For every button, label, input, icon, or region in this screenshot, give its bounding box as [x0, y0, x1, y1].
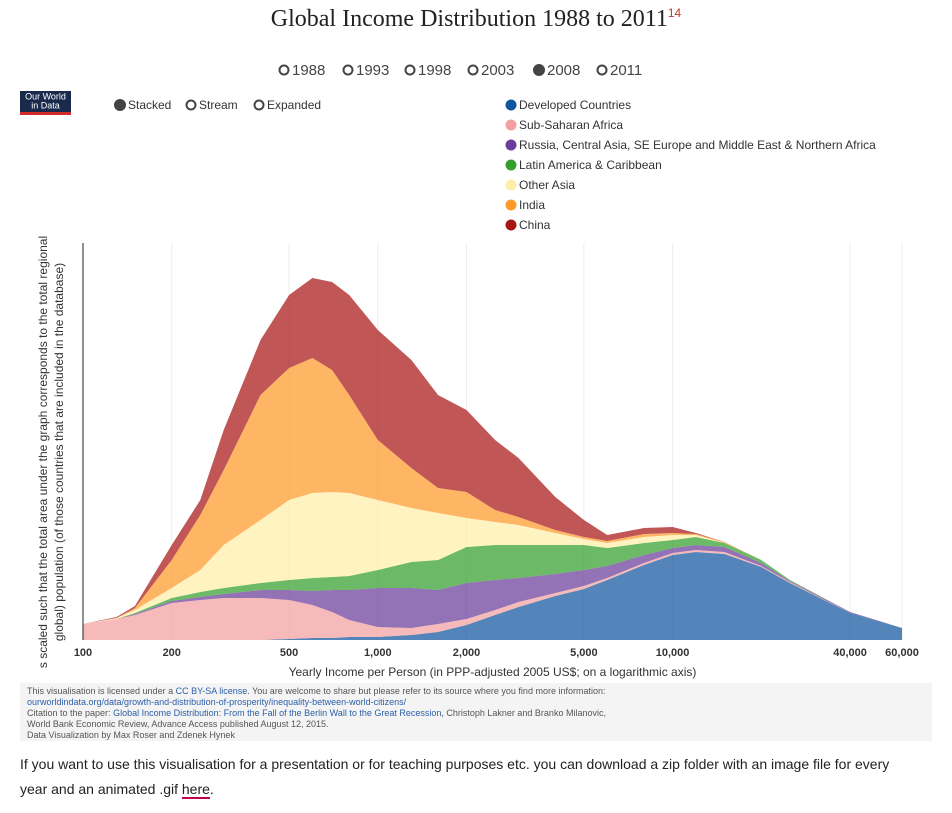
year-option[interactable]: 2011 — [596, 62, 643, 79]
logo-box — [20, 91, 71, 112]
area — [83, 492, 902, 628]
legend-label: India — [519, 198, 545, 212]
footer-text: , Christoph Lakner and Branko Milanovic,… — [27, 708, 606, 729]
legend-item[interactable]: China — [505, 218, 551, 232]
footnote-ref[interactable]: 14 — [667, 6, 682, 20]
area — [83, 358, 902, 628]
legend-item[interactable]: Russia, Central Asia, SE Europe and Midd… — [505, 138, 877, 152]
legend-swatch — [505, 219, 517, 231]
logo[interactable]: Our World in Data — [20, 91, 71, 115]
legend-label: Developed Countries — [519, 98, 631, 112]
x-tick-label: 5,000 — [570, 647, 598, 659]
year-label: 2011 — [610, 62, 642, 79]
area — [83, 537, 902, 628]
legend-label: Russia, Central Asia, SE Europe and Midd… — [519, 138, 876, 152]
mode-option[interactable]: Stream — [185, 98, 238, 112]
radio — [342, 64, 354, 76]
area — [83, 552, 902, 640]
mode-label: Stream — [199, 98, 238, 112]
chart-title: Global Income Distribution 1988 to 2011 — [270, 6, 668, 32]
year-label: 2008 — [547, 62, 580, 79]
mode-option[interactable]: Expanded — [253, 98, 322, 112]
logo-bar — [20, 112, 71, 115]
legend-swatch — [505, 119, 517, 131]
mode-label: Expanded — [267, 98, 321, 112]
x-tick-label: 200 — [163, 647, 181, 659]
year-option[interactable]: 1993 — [342, 62, 390, 79]
legend-label: Other Asia — [519, 178, 575, 192]
radio — [114, 99, 126, 111]
x-axis-label: Yearly Income per Person (in PPP-adjuste… — [289, 665, 697, 679]
year-label: 1998 — [418, 62, 451, 79]
radio — [185, 99, 197, 111]
area — [83, 550, 902, 640]
radio — [253, 99, 265, 111]
note-text: If you want to use this visualisation fo… — [20, 756, 890, 797]
x-tick-label: 2,000 — [453, 647, 481, 659]
logo-text: in Data — [31, 100, 60, 110]
chart: Our World in Data 1988 1993 1998 2003 2008 20… — [20, 62, 919, 679]
legend-label: Latin America & Caribbean — [519, 158, 662, 172]
legend-item[interactable]: Latin America & Caribbean — [505, 158, 662, 172]
legend-item[interactable]: India — [505, 198, 546, 212]
y-axis-label: s scaled such that the total area under … — [36, 236, 50, 668]
x-tick-label: 40,000 — [833, 647, 867, 659]
radio — [596, 64, 608, 76]
year-option[interactable]: 2008 — [533, 62, 581, 79]
license-link[interactable]: CC BY-SA license — [175, 686, 248, 696]
note-text: . — [209, 781, 214, 797]
citation-link[interactable]: Global Income Distribution: From the Fal… — [113, 708, 442, 718]
logo-text: Our World — [25, 91, 66, 101]
x-tick-label: 500 — [280, 647, 298, 659]
credit: Data Visualization by Max Roser and Zden… — [27, 730, 235, 740]
legend-item[interactable]: Sub-Saharan Africa — [505, 118, 624, 132]
year-label: 1988 — [292, 62, 325, 79]
legend-item[interactable]: Other Asia — [505, 178, 576, 192]
legend-swatch — [505, 179, 517, 191]
legend-swatch — [505, 99, 517, 111]
legend-item[interactable]: Developed Countries — [505, 98, 632, 112]
year-label: 2003 — [481, 62, 514, 79]
radio — [404, 64, 416, 76]
legend-label: Sub-Saharan Africa — [519, 118, 623, 132]
area — [83, 278, 902, 628]
x-tick-label: 1,000 — [364, 647, 392, 659]
footer-text: This visualisation is licensed under a — [27, 686, 176, 696]
x-tick-label: 100 — [74, 647, 92, 659]
footer-text: . You are welcome to share but please re… — [247, 686, 606, 696]
radio — [467, 64, 479, 76]
legend-label: China — [519, 218, 551, 232]
x-tick-label: 60,000 — [885, 647, 919, 659]
source-link[interactable]: ourworldindata.org/data/growth-and-distr… — [27, 697, 407, 707]
legend-swatch — [505, 139, 517, 151]
radio — [533, 64, 545, 76]
mode-label: Stacked — [128, 98, 171, 112]
footer: This visualisation is licensed under a C… — [20, 683, 932, 741]
mode-option[interactable]: Stacked — [114, 98, 172, 112]
note: If you want to use this visualisation fo… — [20, 752, 920, 802]
download-link[interactable]: here — [181, 781, 210, 799]
year-label: 1993 — [356, 62, 389, 79]
legend-swatch — [505, 159, 517, 171]
x-tick-label: 10,000 — [656, 647, 690, 659]
radio — [278, 64, 290, 76]
title-block: Global Income Distribution 1988 to 20111… — [0, 6, 952, 33]
year-option[interactable]: 2003 — [467, 62, 515, 79]
year-option[interactable]: 1998 — [404, 62, 452, 79]
year-option[interactable]: 1988 — [278, 62, 326, 79]
legend-swatch — [505, 199, 517, 211]
footer-text: Citation to the paper: — [27, 708, 114, 718]
y-axis-label: global) population (of those countries t… — [52, 263, 66, 641]
area — [83, 545, 902, 628]
